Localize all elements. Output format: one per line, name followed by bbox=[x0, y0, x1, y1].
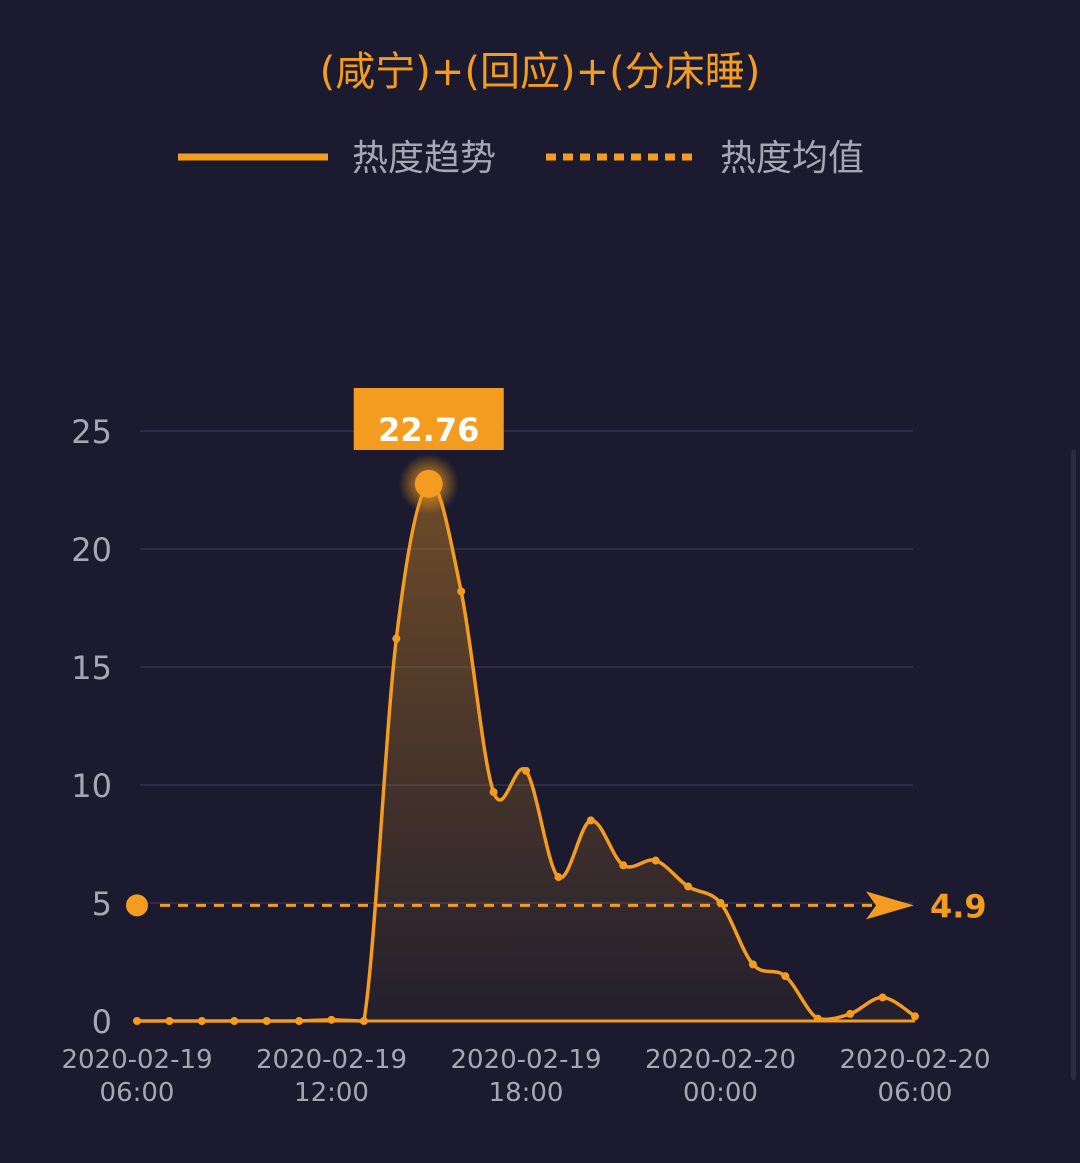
data-point bbox=[392, 634, 401, 643]
data-point bbox=[878, 993, 887, 1002]
x-tick-label: 2020-02-20 bbox=[645, 1045, 796, 1075]
data-point bbox=[586, 816, 595, 825]
data-point bbox=[359, 1017, 368, 1025]
x-tick-label: 2020-02-19 bbox=[450, 1045, 601, 1075]
data-point bbox=[522, 766, 530, 775]
trend-points bbox=[133, 479, 919, 1025]
data-point bbox=[846, 1009, 855, 1018]
data-point bbox=[133, 1017, 141, 1025]
data-point bbox=[262, 1017, 271, 1025]
data-point bbox=[781, 972, 790, 981]
x-tick-label: 06:00 bbox=[100, 1078, 175, 1108]
mean-value-label: 4.9 bbox=[930, 887, 987, 925]
y-tick-label: 0 bbox=[92, 1003, 112, 1041]
y-tick-label: 25 bbox=[71, 413, 112, 451]
y-tick-label: 10 bbox=[71, 767, 112, 805]
x-tick-label: 06:00 bbox=[878, 1078, 953, 1108]
data-point bbox=[716, 899, 725, 907]
peak-dot bbox=[414, 469, 443, 498]
data-point bbox=[295, 1017, 304, 1025]
y-tick-label: 5 bbox=[92, 885, 112, 923]
mean-arrow-icon bbox=[866, 891, 914, 920]
data-point bbox=[619, 861, 628, 870]
x-tick-label: 2020-02-19 bbox=[61, 1045, 212, 1075]
mean-start-dot bbox=[126, 894, 148, 917]
y-axis-ticks: 0 5 10 15 20 25 bbox=[71, 413, 112, 1041]
x-tick-label: 2020-02-19 bbox=[256, 1045, 407, 1075]
scrollbar[interactable] bbox=[1071, 450, 1076, 1080]
x-tick-label: 12:00 bbox=[294, 1078, 369, 1108]
data-point bbox=[230, 1017, 239, 1025]
data-point bbox=[651, 856, 660, 865]
peak-marker: 22.76 bbox=[353, 388, 504, 514]
data-point bbox=[911, 1012, 919, 1021]
y-tick-label: 20 bbox=[71, 531, 112, 569]
data-point bbox=[748, 960, 757, 969]
y-tick-label: 15 bbox=[71, 649, 112, 687]
peak-label-box bbox=[353, 388, 504, 450]
data-point bbox=[165, 1017, 174, 1025]
data-point bbox=[554, 873, 563, 882]
data-point bbox=[489, 788, 498, 797]
data-point bbox=[684, 882, 693, 891]
data-point bbox=[813, 1014, 822, 1023]
x-tick-label: 2020-02-20 bbox=[839, 1045, 990, 1075]
data-point bbox=[457, 587, 466, 596]
peak-value-label: 22.76 bbox=[378, 411, 479, 449]
mean-line-group: 4.9 bbox=[126, 887, 987, 925]
x-tick-label: 00:00 bbox=[683, 1078, 758, 1108]
chart-title: (咸宁)+(回应)+(分床睡) bbox=[320, 49, 761, 95]
legend-label-mean: 热度均值 bbox=[720, 138, 864, 179]
legend: 热度趋势 热度均值 bbox=[178, 138, 864, 179]
trend-area-fill bbox=[137, 483, 915, 1021]
data-point bbox=[197, 1017, 206, 1025]
legend-label-trend: 热度趋势 bbox=[352, 138, 496, 179]
x-tick-label: 18:00 bbox=[489, 1078, 564, 1108]
data-point bbox=[327, 1015, 336, 1024]
x-axis-ticks: 2020-02-1906:002020-02-1912:002020-02-19… bbox=[61, 1045, 990, 1108]
